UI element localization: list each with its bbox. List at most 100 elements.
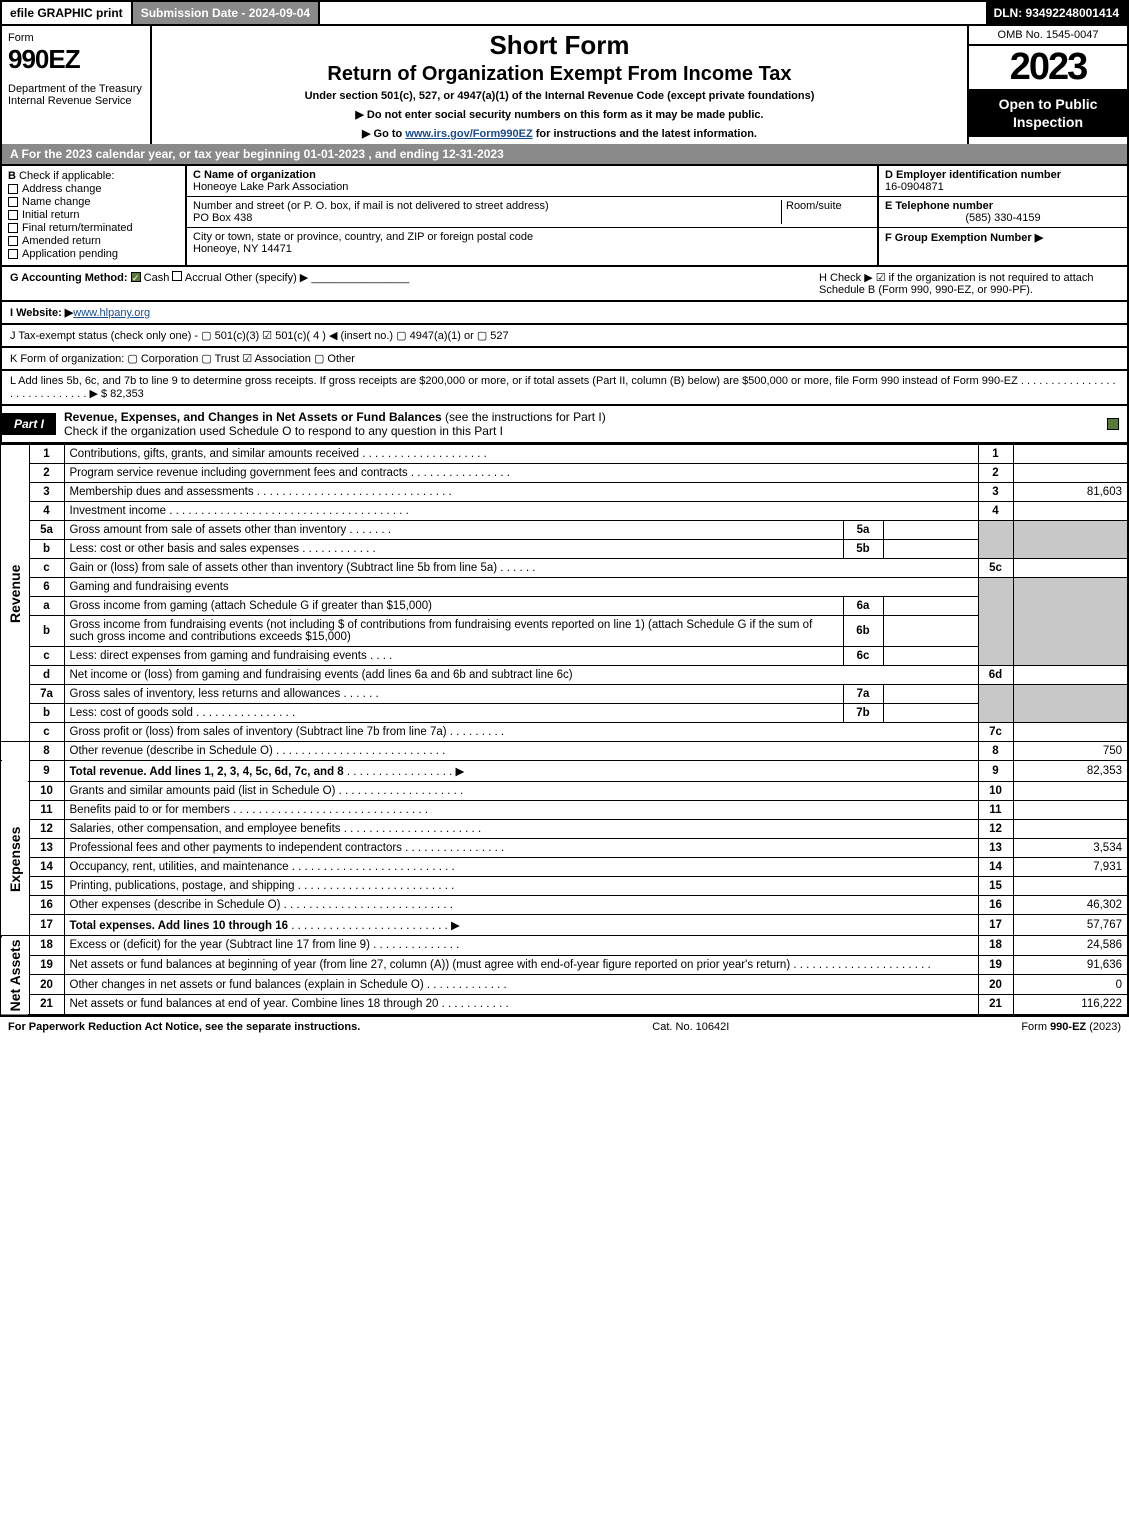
chk-initial[interactable] [8, 210, 18, 220]
section-l: L Add lines 5b, 6c, and 7b to line 9 to … [0, 371, 1129, 406]
part1-checkbox[interactable] [1107, 418, 1119, 430]
header-right: OMB No. 1545-0047 2023 Open to Public In… [967, 26, 1127, 144]
website-link[interactable]: www.hlpany.org [73, 307, 150, 319]
opt-address: Address change [22, 183, 102, 195]
l6-greyval [1013, 578, 1128, 666]
dept-label: Department of the Treasury [8, 83, 144, 95]
l7b-amt [883, 704, 978, 723]
section-c: C Name of organizationHoneoye Lake Park … [187, 166, 877, 265]
l4-ref: 4 [978, 502, 1013, 521]
chk-pending[interactable] [8, 249, 18, 259]
l11-ref: 11 [978, 801, 1013, 820]
l17-num: 17 [29, 915, 64, 936]
l5c-val [1013, 559, 1128, 578]
open-inspection: Open to Public Inspection [969, 89, 1127, 137]
l17-desc: Total expenses. Add lines 10 through 16 [70, 920, 289, 932]
l7c-num: c [29, 723, 64, 742]
chk-amended[interactable] [8, 236, 18, 246]
l12-ref: 12 [978, 820, 1013, 839]
title-short-form: Short Form [160, 30, 959, 61]
form-number: 990EZ [8, 44, 144, 75]
l17-val: 57,767 [1013, 915, 1128, 936]
addr-val: PO Box 438 [193, 212, 252, 224]
l7c-desc: Gross profit or (loss) from sales of inv… [70, 726, 447, 738]
header-mid: Short Form Return of Organization Exempt… [152, 26, 967, 144]
l16-val: 46,302 [1013, 896, 1128, 915]
footer-right-b: 990-EZ [1050, 1021, 1086, 1033]
city-val: Honeoye, NY 14471 [193, 243, 292, 255]
chk-cash[interactable]: ✓ [131, 272, 141, 282]
irs-label: Internal Revenue Service [8, 95, 144, 107]
footer-right: Form 990-EZ (2023) [1021, 1021, 1121, 1033]
l14-desc: Occupancy, rent, utilities, and maintena… [70, 861, 289, 873]
dln-label: DLN: 93492248001414 [986, 2, 1127, 24]
l6c-sub: 6c [843, 647, 883, 666]
chk-address[interactable] [8, 184, 18, 194]
l12-num: 12 [29, 820, 64, 839]
g-label: G Accounting Method: [10, 272, 128, 284]
l5b-desc: Less: cost or other basis and sales expe… [70, 543, 300, 555]
l6b-sub: 6b [843, 616, 883, 647]
g-accrual: Accrual [185, 272, 222, 284]
l5c-ref: 5c [978, 559, 1013, 578]
info-block: B Check if applicable: Address change Na… [0, 166, 1129, 267]
footer-left: For Paperwork Reduction Act Notice, see … [8, 1021, 360, 1033]
part1-tab: Part I [2, 413, 56, 435]
footer-right-post: (2023) [1086, 1021, 1121, 1033]
l6-grey [978, 578, 1013, 666]
g-other: Other (specify) ▶ [225, 272, 309, 284]
l10-ref: 10 [978, 782, 1013, 801]
l6a-sub: 6a [843, 597, 883, 616]
l5c-num: c [29, 559, 64, 578]
l4-num: 4 [29, 502, 64, 521]
l18-val: 24,586 [1013, 936, 1128, 956]
b-label: B [8, 170, 16, 182]
l7b-sub: 7b [843, 704, 883, 723]
chk-accrual[interactable] [172, 271, 182, 281]
l8-num: 8 [29, 742, 64, 761]
title-return: Return of Organization Exempt From Incom… [160, 63, 959, 86]
section-j: J Tax-exempt status (check only one) - ▢… [0, 325, 1129, 348]
submission-date: Submission Date - 2024-09-04 [133, 2, 320, 24]
l3-val: 81,603 [1013, 483, 1128, 502]
l13-ref: 13 [978, 839, 1013, 858]
chk-name[interactable] [8, 197, 18, 207]
l12-val [1013, 820, 1128, 839]
l10-val [1013, 782, 1128, 801]
l18-num: 18 [29, 936, 64, 956]
part1-title-text: Revenue, Expenses, and Changes in Net As… [64, 410, 445, 424]
footer-right-pre: Form [1021, 1021, 1050, 1033]
org-name: Honeoye Lake Park Association [193, 181, 348, 193]
l9-ref: 9 [978, 761, 1013, 782]
irs-link[interactable]: www.irs.gov/Form990EZ [405, 128, 532, 140]
b-check: Check if applicable: [19, 170, 114, 182]
l5a-desc: Gross amount from sale of assets other t… [70, 524, 347, 536]
l10-num: 10 [29, 782, 64, 801]
l16-num: 16 [29, 896, 64, 915]
l14-num: 14 [29, 858, 64, 877]
l6a-desc: Gross income from gaming (attach Schedul… [64, 597, 843, 616]
l9-num: 9 [29, 761, 64, 782]
room-label: Room/suite [781, 200, 871, 224]
section-i: I Website: ▶www.hlpany.org [0, 302, 1129, 325]
section-a: A For the 2023 calendar year, or tax yea… [0, 144, 1129, 166]
part1-sub: (see the instructions for Part I) [445, 410, 606, 424]
l9-desc: Total revenue. Add lines 1, 2, 3, 4, 5c,… [70, 766, 344, 778]
e-label: E Telephone number [885, 200, 993, 212]
l7-greyval [1013, 685, 1128, 723]
g-cash: Cash [144, 272, 170, 284]
l12-desc: Salaries, other compensation, and employ… [70, 823, 341, 835]
opt-final: Final return/terminated [22, 222, 133, 234]
l19-val: 91,636 [1013, 955, 1128, 975]
section-k: K Form of organization: ▢ Corporation ▢ … [0, 348, 1129, 371]
l5-greyval [1013, 521, 1128, 559]
l20-val: 0 [1013, 975, 1128, 995]
chk-final[interactable] [8, 223, 18, 233]
city-label: City or town, state or province, country… [193, 231, 533, 243]
l20-num: 20 [29, 975, 64, 995]
l5-grey [978, 521, 1013, 559]
l11-val [1013, 801, 1128, 820]
l8-val: 750 [1013, 742, 1128, 761]
l6d-val [1013, 666, 1128, 685]
l15-num: 15 [29, 877, 64, 896]
